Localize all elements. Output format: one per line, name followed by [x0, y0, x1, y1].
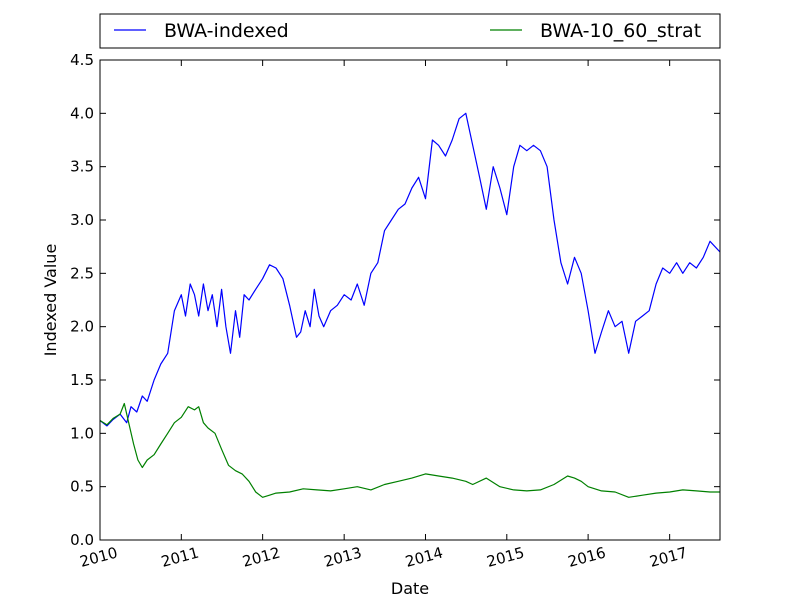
plot-frame	[99, 59, 721, 541]
y-tick-label: 1.0	[70, 424, 94, 442]
y-tick-label: 3.5	[70, 158, 94, 176]
y-tick-label: 3.0	[70, 211, 94, 229]
series-layer	[99, 112, 721, 498]
y-tick-label: 0.5	[70, 478, 94, 496]
y-tick-label: 2.5	[70, 264, 94, 282]
legend-label-bwa-indexed: BWA-indexed	[164, 20, 289, 42]
y-tick-label: 0.0	[70, 531, 94, 549]
legend-box	[99, 13, 721, 49]
y-axis: 0.0 0.5 1.0 1.5 2.0 2.5 3.0 3.5 4.0 4.5	[70, 51, 720, 549]
series-line-bwa-10-60-strat	[99, 402, 720, 498]
legend: BWA-indexed BWA-10_60_strat	[99, 13, 721, 49]
legend-label-bwa-strat: BWA-10_60_strat	[540, 20, 701, 42]
series-line-bwa-indexed	[99, 112, 721, 427]
y-tick-label: 4.5	[70, 51, 94, 69]
y-tick-label: 4.0	[70, 104, 94, 122]
y-tick-label: 2.0	[70, 318, 94, 336]
y-tick-label: 1.5	[70, 371, 94, 389]
x-axis-title: Date	[391, 579, 429, 598]
y-axis-title: Indexed Value	[41, 244, 60, 357]
